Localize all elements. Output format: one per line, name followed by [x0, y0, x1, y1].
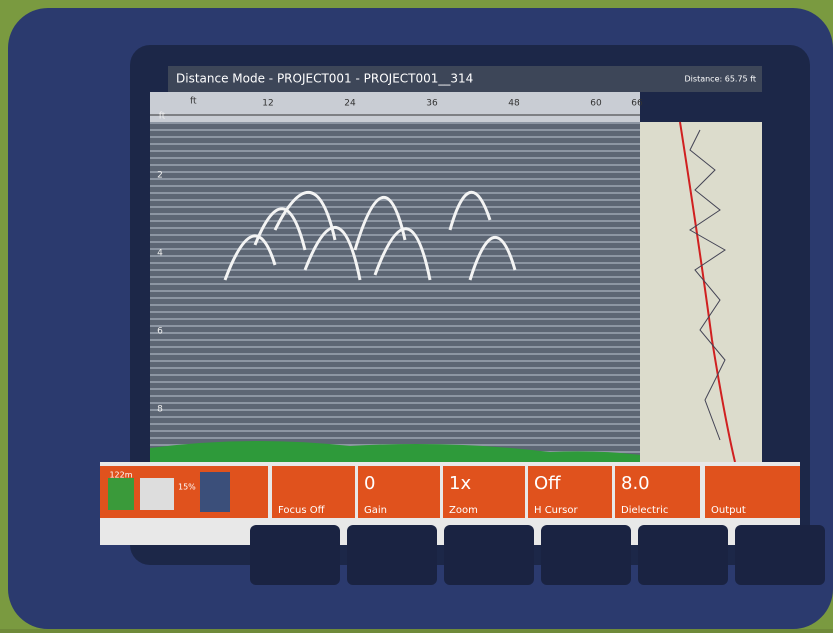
trace-panel	[640, 122, 762, 462]
button-label: Focus Off	[278, 505, 326, 516]
x-label: 24	[344, 99, 356, 109]
button-label: Dielectric	[621, 505, 668, 516]
soft-key[interactable]	[638, 525, 728, 585]
y-label: 2	[157, 171, 163, 181]
x-label: 60	[590, 99, 602, 109]
soft-key[interactable]	[250, 525, 340, 585]
soft-key[interactable]	[541, 525, 631, 585]
button-label: Output	[711, 505, 746, 516]
x-ruler	[150, 92, 640, 122]
button-label: Zoom	[449, 505, 478, 516]
soft-key[interactable]	[735, 525, 825, 585]
x-label: 12	[262, 99, 273, 109]
soft-key[interactable]	[347, 525, 437, 585]
x-label: 36	[426, 99, 438, 109]
radargram	[150, 92, 640, 462]
button-value: 8.0	[621, 473, 650, 494]
device-photo: Distance Mode - PROJECT001 - PROJECT001_…	[0, 0, 833, 629]
gps-icon	[200, 472, 230, 512]
battery: 15%	[178, 483, 196, 492]
y-label: 6	[157, 327, 163, 337]
y-label: 8	[157, 405, 163, 415]
button-value: 0	[364, 473, 375, 494]
button-value: 1x	[449, 473, 471, 494]
y-unit: ft	[159, 112, 166, 122]
battery-icon	[140, 478, 174, 510]
x-unit: ft	[190, 97, 197, 107]
x-label: 48	[508, 99, 520, 109]
button-label: H Cursor	[534, 505, 578, 516]
distance: Distance: 65.75 ft	[685, 75, 756, 84]
x-label: 66	[631, 99, 643, 109]
button-value: Off	[534, 473, 561, 494]
button-label: Gain	[364, 505, 387, 516]
y-label: 4	[157, 249, 163, 259]
memory-icon	[108, 478, 134, 510]
memory: 122m	[109, 471, 132, 480]
title: Distance Mode - PROJECT001 - PROJECT001_…	[176, 72, 473, 86]
soft-key[interactable]	[444, 525, 534, 585]
